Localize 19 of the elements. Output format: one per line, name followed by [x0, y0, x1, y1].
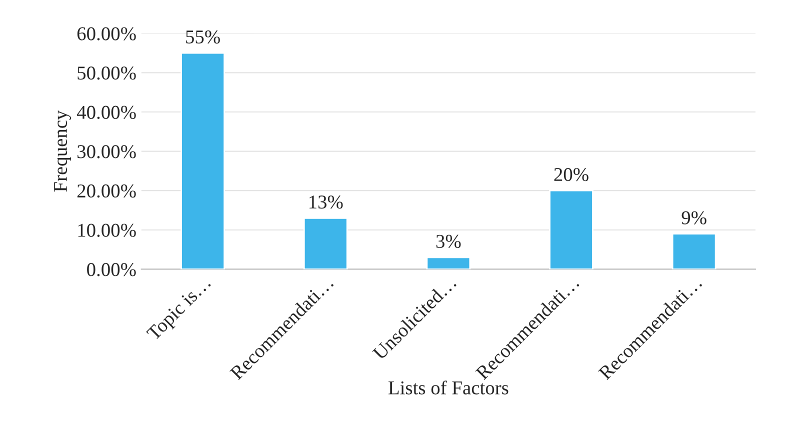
y-tick-label: 30.00% — [78, 145, 136, 158]
data-label: 20% — [554, 168, 588, 182]
y-tick-label: 50.00% — [78, 66, 136, 80]
y-tick-label: 40.00% — [76, 106, 136, 120]
data-label: 9% — [682, 211, 706, 224]
y-axis-title: Frequency — [54, 110, 72, 192]
bar — [303, 217, 348, 270]
x-axis-title: Lists of Factors — [388, 380, 508, 394]
y-tick-label: 10.00% — [78, 224, 136, 237]
bar — [672, 233, 716, 270]
data-label: 13% — [310, 195, 343, 209]
y-tick-label: 20.00% — [77, 184, 136, 198]
data-label: 55% — [186, 30, 220, 44]
bar — [549, 190, 594, 270]
y-tick-label: 60.00% — [77, 27, 136, 40]
bar — [426, 256, 471, 270]
y-tick-label: 0.00% — [87, 263, 136, 276]
bar — [180, 52, 225, 270]
data-label: 3% — [436, 234, 461, 248]
